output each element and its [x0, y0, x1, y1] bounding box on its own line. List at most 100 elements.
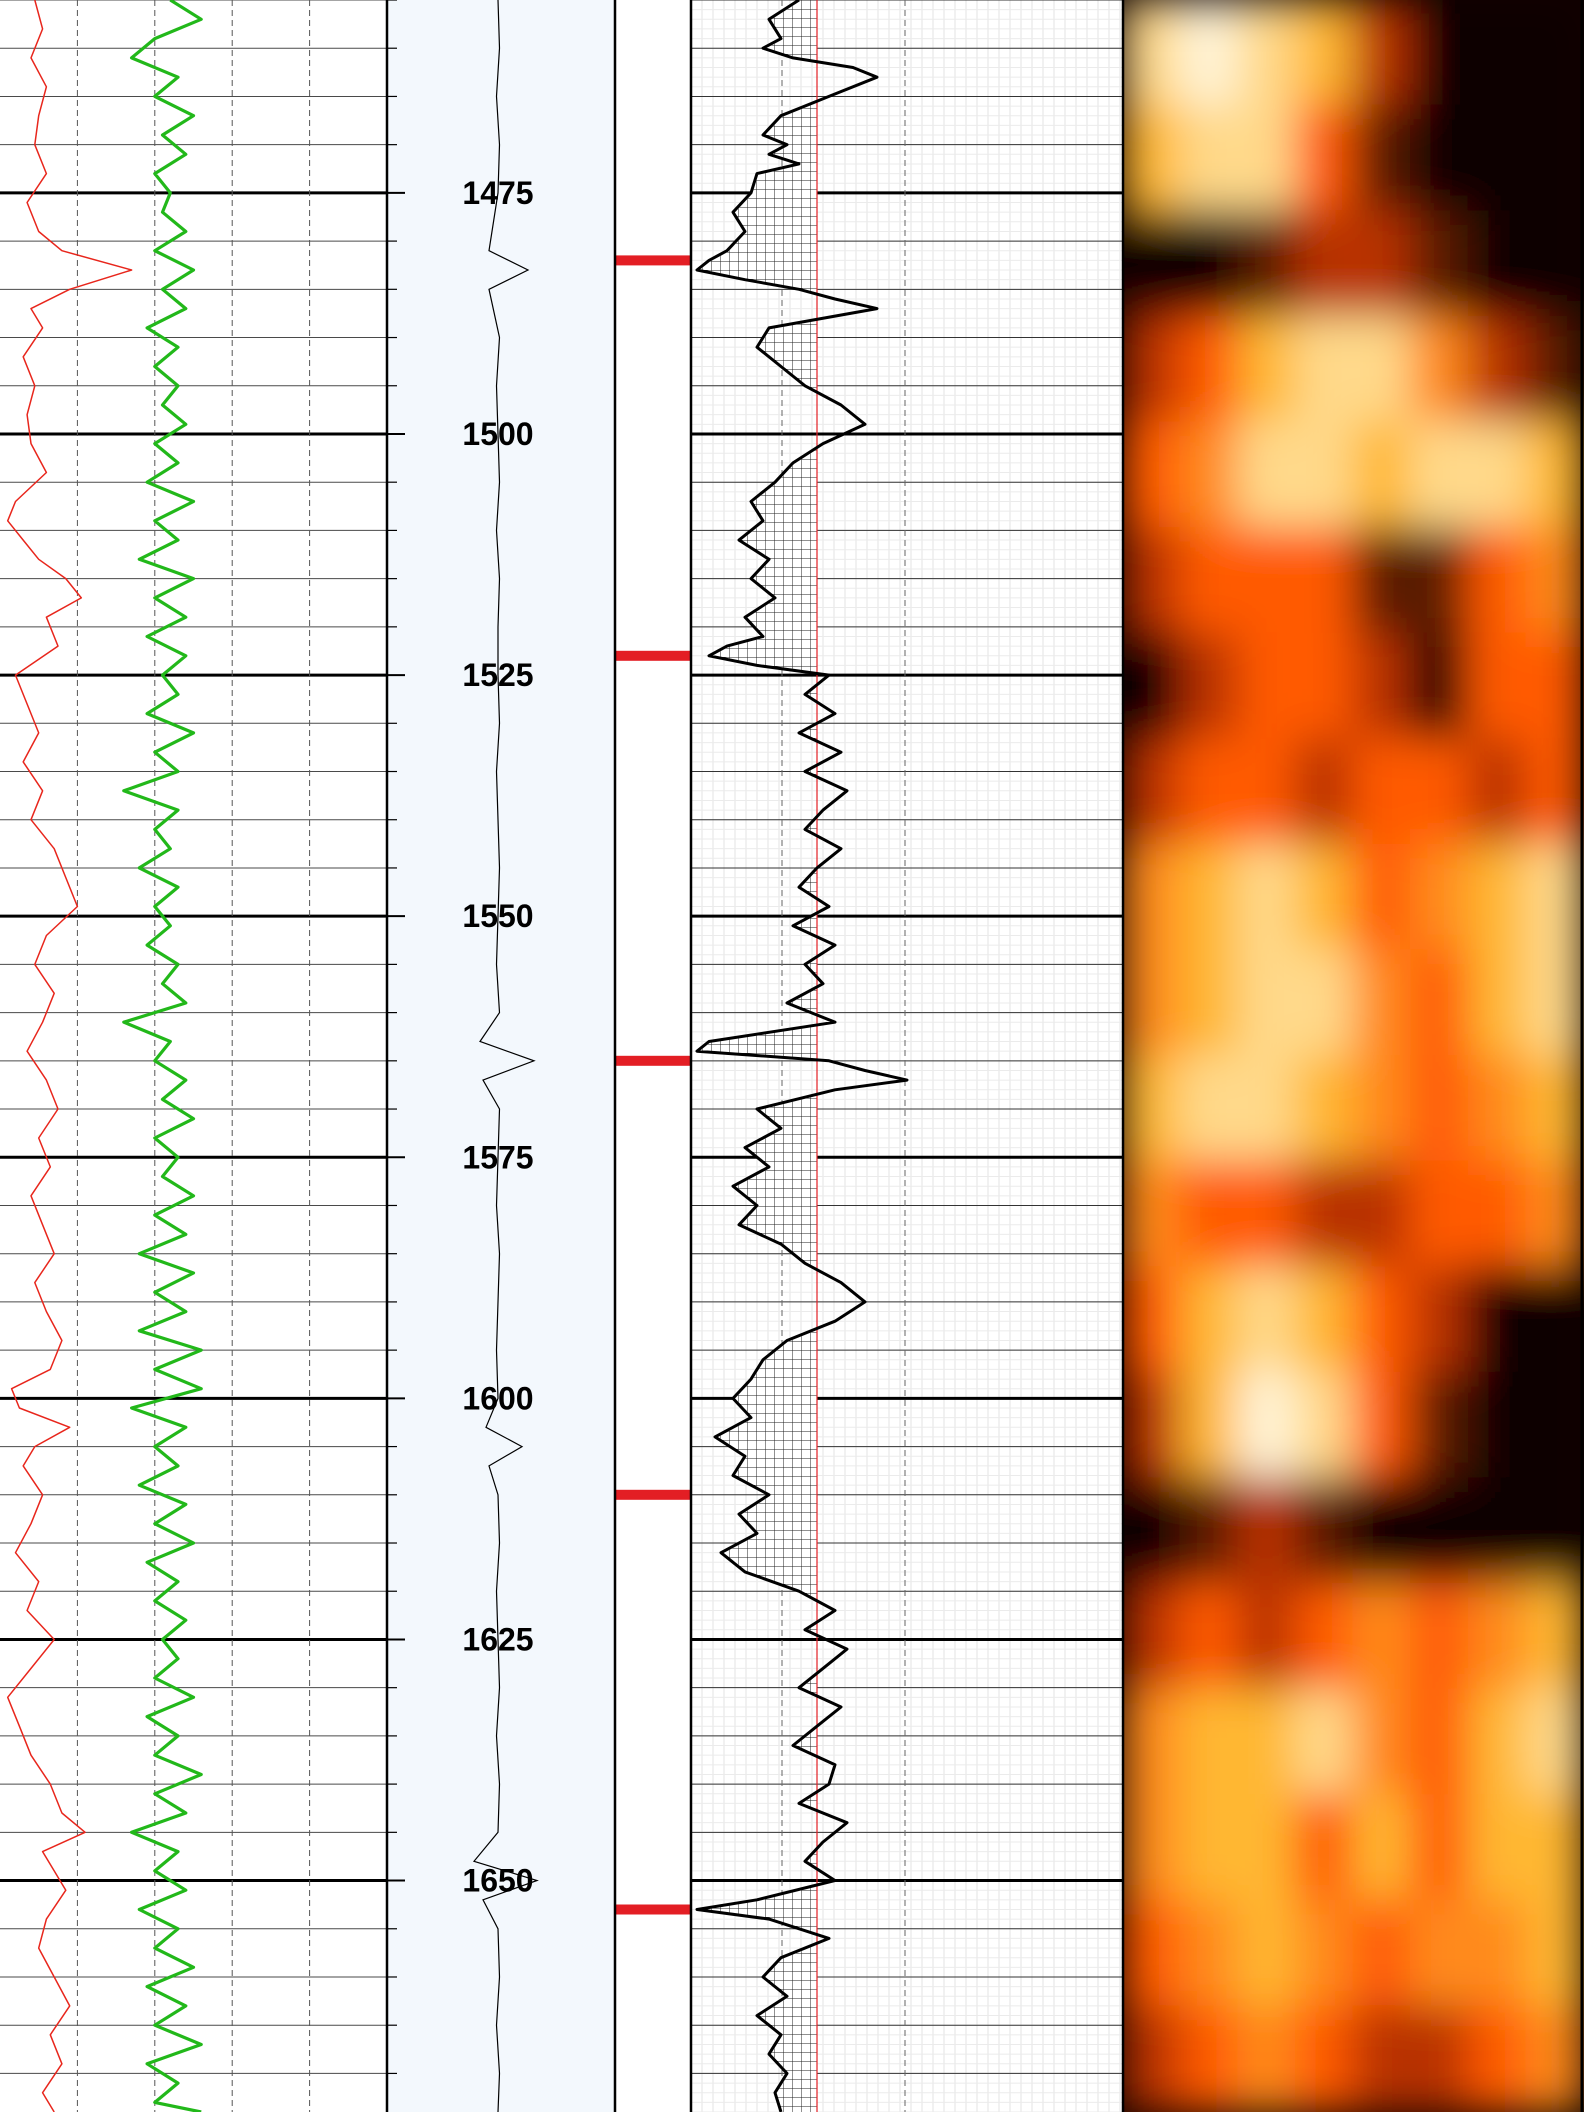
image-cell — [1123, 1160, 1182, 1269]
image-cell — [1525, 738, 1584, 846]
image-cell — [1123, 1371, 1182, 1480]
image-cell — [1410, 632, 1470, 741]
image-cell — [1525, 2005, 1584, 2112]
image-cell — [1467, 0, 1528, 107]
image-cell — [1525, 421, 1584, 529]
image-cell — [1467, 315, 1528, 424]
image-cell — [1123, 949, 1182, 1057]
image-cell — [1294, 104, 1355, 213]
image-cell — [1237, 1160, 1297, 1269]
image-cell — [1294, 1160, 1355, 1269]
image-cell — [1294, 843, 1355, 952]
track-3-curve — [695, 0, 909, 2112]
image-cell — [1410, 1371, 1470, 1480]
image-cell — [1525, 949, 1584, 1057]
image-cell — [1525, 1160, 1584, 1269]
image-cell — [1179, 315, 1240, 424]
image-cell — [1179, 949, 1240, 1057]
image-cell — [1179, 1055, 1240, 1163]
image-cell — [1123, 1688, 1182, 1797]
track-1 — [0, 0, 387, 2112]
depth-label: 1650 — [462, 1863, 533, 1899]
image-cell — [1237, 2005, 1297, 2112]
red-curve — [6, 0, 133, 2112]
image-cell — [1294, 315, 1355, 424]
image-cell — [1237, 315, 1297, 424]
image-cell — [1123, 1477, 1182, 1585]
image-cell — [1525, 1477, 1584, 1585]
image-cell — [1525, 210, 1584, 318]
image-cell — [1179, 2005, 1240, 2112]
image-cell — [1467, 527, 1528, 635]
image-cell — [1237, 1266, 1297, 1374]
flag-marker — [615, 255, 691, 266]
image-cell — [1467, 104, 1528, 213]
image-cell — [1179, 104, 1240, 213]
image-cell — [1467, 1477, 1528, 1585]
image-cell — [1352, 1583, 1413, 1691]
image-cell — [1410, 1899, 1470, 2008]
image-cell — [1352, 1477, 1413, 1585]
image-cell — [1410, 0, 1470, 107]
track-3 — [690, 0, 1123, 2112]
depth-track-curve — [472, 0, 539, 2112]
image-cell — [1525, 1055, 1584, 1163]
image-cell — [1525, 315, 1584, 424]
image-cell — [1179, 527, 1240, 635]
image-cell — [1467, 1266, 1528, 1374]
image-cell — [1179, 0, 1240, 107]
image-cell — [1525, 1899, 1584, 2008]
image-cell — [1294, 527, 1355, 635]
image-cell — [1237, 0, 1297, 107]
image-cell — [1467, 210, 1528, 318]
image-cell — [1237, 949, 1297, 1057]
track-1-curves — [6, 0, 203, 2112]
image-cell — [1294, 632, 1355, 741]
image-cell — [1352, 843, 1413, 952]
image-cell — [1123, 104, 1182, 213]
image-cell — [1237, 104, 1297, 213]
depth-track-curve-line — [472, 0, 539, 2112]
track-3-curve-line — [695, 0, 909, 2112]
image-cell — [1294, 738, 1355, 846]
image-cell — [1525, 1371, 1584, 1480]
image-cell — [1410, 738, 1470, 846]
image-cell — [1237, 1055, 1297, 1163]
image-cell — [1467, 1583, 1528, 1691]
image-cell — [1467, 1794, 1528, 1902]
image-cell — [1467, 1371, 1528, 1480]
image-cell — [1410, 1055, 1470, 1163]
track-borders — [385, 0, 1584, 2112]
image-cell — [1467, 738, 1528, 846]
image-cell — [1294, 1583, 1355, 1691]
image-cell — [1179, 1477, 1240, 1585]
image-cell — [1123, 210, 1182, 318]
image-cell — [1467, 1160, 1528, 1269]
image-cell — [1294, 0, 1355, 107]
image-cell — [1179, 210, 1240, 318]
image-cell — [1352, 0, 1413, 107]
flag-markers — [615, 255, 691, 1915]
image-cell — [1410, 104, 1470, 213]
image-cell — [1352, 1899, 1413, 2008]
green-curve — [122, 0, 203, 2112]
image-cell — [1179, 421, 1240, 529]
image-cell — [1294, 1899, 1355, 2008]
image-cell — [1525, 843, 1584, 952]
image-cell — [1352, 738, 1413, 846]
image-cell — [1237, 421, 1297, 529]
image-cell — [1179, 843, 1240, 952]
image-cell — [1352, 949, 1413, 1057]
flag-marker — [615, 1489, 691, 1500]
image-cell — [1410, 2005, 1470, 2112]
image-cell — [1525, 1794, 1584, 1902]
image-cell — [1525, 104, 1584, 213]
image-cell — [1410, 315, 1470, 424]
image-cell — [1525, 1688, 1584, 1797]
image-cell — [1467, 421, 1528, 529]
image-cell — [1237, 1477, 1297, 1585]
image-cell — [1123, 421, 1182, 529]
image-cell — [1123, 2005, 1182, 2112]
image-cell — [1352, 1160, 1413, 1269]
